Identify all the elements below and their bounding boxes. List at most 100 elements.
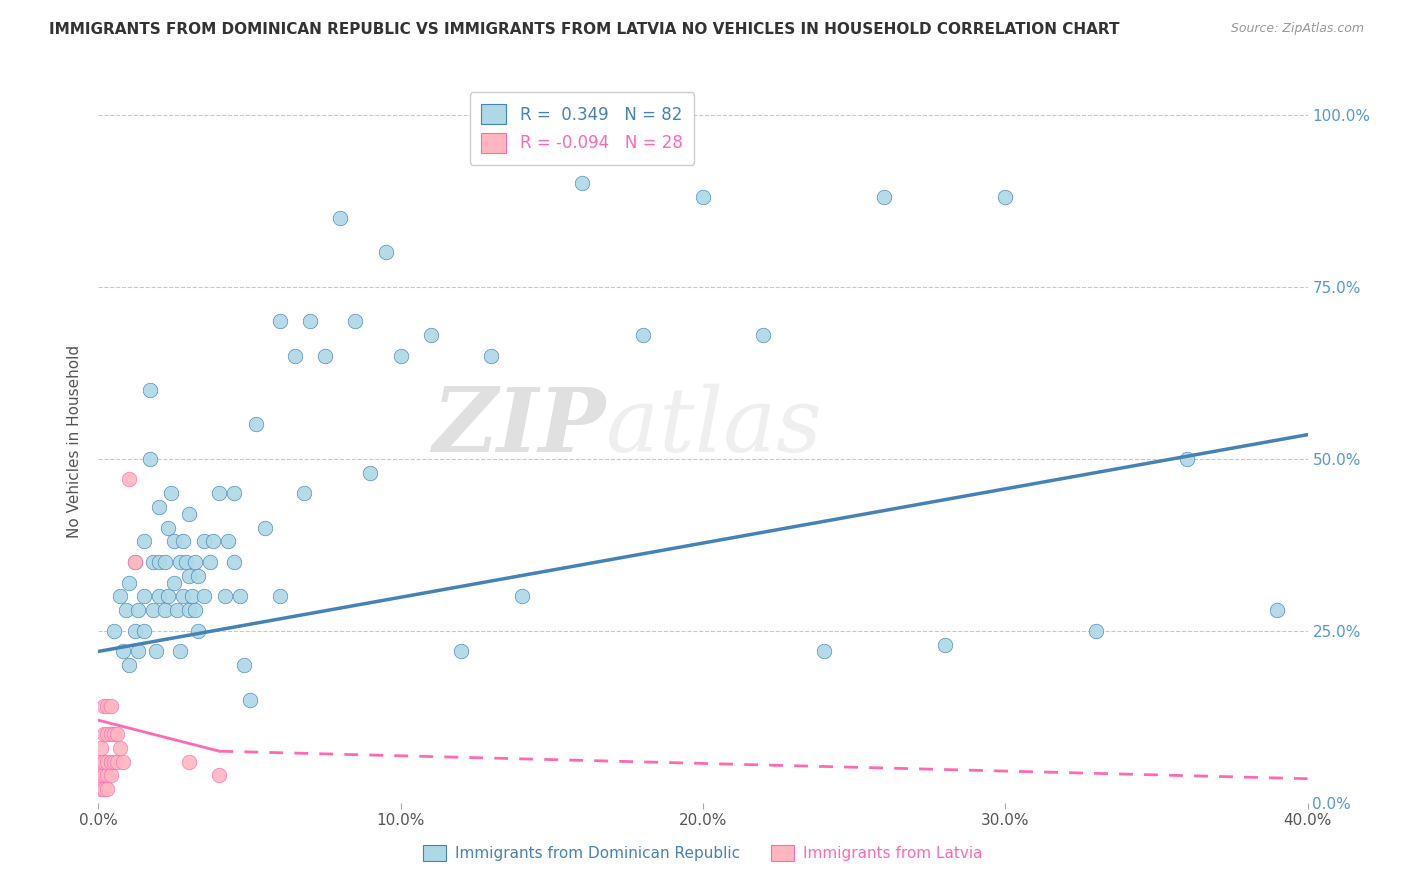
Point (124, 624, 146, 638)
Point (118, 472, 141, 486)
Point (166, 603, 188, 617)
Point (420, 327, 443, 342)
Point (145, 644, 167, 658)
Point (148, 555, 170, 569)
Point (96, 782, 118, 797)
Point (100, 727, 122, 741)
Point (187, 568, 209, 582)
Point (172, 534, 194, 549)
Point (153, 603, 176, 617)
Point (156, 520, 179, 534)
Point (142, 555, 165, 569)
Point (124, 555, 146, 569)
Point (314, 349, 336, 363)
Text: IMMIGRANTS FROM DOMINICAN REPUBLIC VS IMMIGRANTS FROM LATVIA NO VEHICLES IN HOUS: IMMIGRANTS FROM DOMINICAN REPUBLIC VS IM… (49, 22, 1119, 37)
Point (148, 590, 170, 604)
Point (631, 327, 654, 342)
Point (127, 603, 149, 617)
Point (214, 590, 236, 604)
Point (1175, 451, 1198, 466)
Point (93, 768, 115, 782)
Point (174, 555, 197, 569)
Point (118, 575, 141, 590)
Point (284, 349, 307, 363)
Point (103, 755, 125, 769)
Point (224, 486, 246, 500)
Point (132, 590, 155, 604)
Point (292, 486, 315, 500)
Point (160, 486, 183, 500)
Point (148, 500, 170, 514)
Point (229, 590, 252, 604)
Point (105, 727, 128, 741)
Point (1085, 624, 1108, 638)
Point (571, 177, 593, 191)
Point (873, 190, 896, 204)
Text: atlas: atlas (606, 384, 823, 470)
Point (93, 755, 115, 769)
Point (179, 568, 201, 582)
Text: ZIP: ZIP (433, 384, 606, 470)
Y-axis label: No Vehicles in Household: No Vehicles in Household (67, 345, 83, 538)
Point (389, 349, 412, 363)
Point (139, 383, 162, 397)
Point (139, 451, 162, 466)
Point (90, 755, 112, 769)
Point (93, 727, 115, 741)
Point (269, 590, 291, 604)
Point (108, 740, 131, 755)
Point (103, 624, 125, 638)
Point (132, 534, 155, 549)
Point (187, 624, 209, 638)
Point (90, 782, 112, 797)
Point (184, 555, 207, 569)
Point (90, 740, 112, 755)
Point (108, 590, 131, 604)
Point (96, 755, 118, 769)
Point (103, 727, 125, 741)
Point (510, 590, 533, 604)
Point (100, 699, 122, 714)
Point (111, 644, 134, 658)
Point (208, 768, 231, 782)
Point (90, 768, 112, 782)
Point (96, 699, 118, 714)
Point (193, 534, 215, 549)
Point (329, 211, 352, 225)
Point (169, 644, 191, 658)
Point (752, 327, 775, 342)
Point (179, 755, 201, 769)
Point (100, 755, 122, 769)
Point (179, 507, 201, 521)
Point (93, 699, 115, 714)
Point (239, 692, 262, 706)
Point (245, 417, 267, 432)
Point (96, 727, 118, 741)
Point (105, 755, 128, 769)
Point (184, 603, 207, 617)
Point (153, 555, 176, 569)
Point (169, 555, 191, 569)
Point (450, 644, 472, 658)
Point (299, 314, 322, 328)
Point (111, 755, 134, 769)
Point (96, 768, 118, 782)
Point (163, 575, 186, 590)
Point (232, 658, 254, 673)
Point (1267, 603, 1289, 617)
Point (934, 638, 956, 652)
Legend: Immigrants from Dominican Republic, Immigrants from Latvia: Immigrants from Dominican Republic, Immi… (418, 839, 988, 867)
Point (253, 520, 276, 534)
Point (360, 466, 382, 480)
Point (193, 590, 215, 604)
Point (132, 624, 155, 638)
Point (374, 245, 396, 260)
Point (202, 534, 225, 549)
Point (124, 555, 146, 569)
Point (813, 644, 835, 658)
Text: Source: ZipAtlas.com: Source: ZipAtlas.com (1230, 22, 1364, 36)
Point (994, 190, 1017, 204)
Point (692, 190, 714, 204)
Point (127, 644, 149, 658)
Point (344, 314, 367, 328)
